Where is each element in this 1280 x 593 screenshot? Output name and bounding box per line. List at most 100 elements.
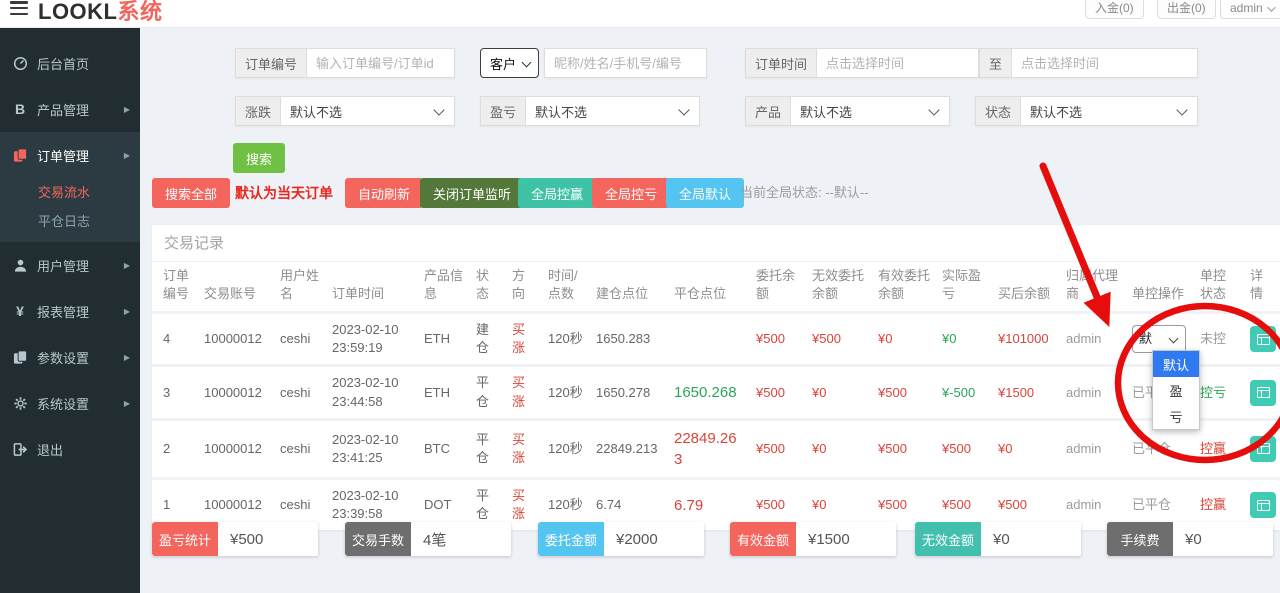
summary-label: 无效金额 bbox=[915, 522, 981, 556]
top-header-bar: LOOKL系统 入金(0) 出金(0) admin bbox=[0, 0, 1280, 28]
customer-input[interactable] bbox=[544, 48, 707, 78]
profit-loss-select[interactable]: 默认不选 bbox=[525, 96, 700, 126]
cell-actual-pl: ¥0 bbox=[942, 331, 957, 347]
sidebar-item-parameters[interactable]: 参数设置 ▶ bbox=[0, 334, 140, 380]
cell-open-point: 1650.278 bbox=[596, 384, 651, 400]
cell-agent: admin bbox=[1066, 440, 1102, 456]
logout-icon bbox=[12, 442, 28, 457]
summary-fee: 手续费 ¥0 bbox=[1107, 522, 1273, 556]
time-to-input[interactable] bbox=[1011, 48, 1198, 78]
global-win-button[interactable]: 全局控赢 bbox=[518, 178, 597, 208]
cell-invalid-entrust: ¥0 bbox=[812, 384, 827, 400]
cell-order-time: 2023-02-10 23:44:58 bbox=[332, 375, 399, 409]
product-filter: 产品 默认不选 bbox=[745, 96, 950, 126]
search-all-button[interactable]: 搜索全部 bbox=[152, 178, 231, 208]
detail-table-icon bbox=[1256, 333, 1270, 345]
sidebar-subitem-trade-flow[interactable]: 交易流水 bbox=[38, 185, 91, 200]
cell-direction: 买涨 bbox=[512, 487, 526, 522]
current-global-status: 当前全局状态: --默认-- bbox=[740, 185, 869, 200]
global-lose-button[interactable]: 全局控亏 bbox=[592, 178, 671, 208]
cell-valid-entrust: ¥500 bbox=[878, 440, 907, 456]
close-order-listen-button[interactable]: 关闭订单监听 bbox=[420, 178, 525, 208]
dropdown-option-3[interactable]: 亏 bbox=[1169, 409, 1183, 425]
cell-order-time: 2023-02-10 23:59:19 bbox=[332, 322, 399, 356]
withdraw-button[interactable]: 出金(0) bbox=[1157, 0, 1216, 19]
cell-detail bbox=[1244, 313, 1280, 366]
col-header-detail: 详情 bbox=[1250, 268, 1264, 301]
cell-direction: 买涨 bbox=[512, 375, 526, 409]
dropdown-option-1[interactable]: 默认 bbox=[1153, 351, 1199, 377]
sidebar-item-reports[interactable]: ¥ 报表管理 ▶ bbox=[0, 288, 140, 334]
cell-direction: 买涨 bbox=[512, 322, 526, 356]
hamburger-menu-icon[interactable] bbox=[10, 1, 28, 15]
sidebar-item-logout[interactable]: 退出 bbox=[0, 426, 140, 472]
cell-duration: 120秒 bbox=[548, 331, 583, 347]
col-header-valid-entrust: 有效委托余额 bbox=[878, 268, 931, 301]
col-header-account: 交易账号 bbox=[204, 285, 257, 301]
global-default-button[interactable]: 全局默认 bbox=[666, 178, 745, 208]
admin-menu-button[interactable]: admin bbox=[1220, 0, 1280, 19]
summary-trade-count: 交易手数 4笔 bbox=[345, 522, 511, 556]
order-no-input[interactable] bbox=[306, 48, 455, 78]
customer-type-select[interactable]: 客户 bbox=[480, 48, 540, 78]
cell-state: 平仓 bbox=[476, 431, 490, 465]
summary-value: ¥0 bbox=[981, 522, 1081, 556]
detail-button[interactable] bbox=[1250, 435, 1276, 462]
summary-value: ¥500 bbox=[218, 522, 318, 556]
cell-account: 10000012 bbox=[204, 331, 262, 347]
time-from-input[interactable] bbox=[816, 48, 980, 78]
detail-button[interactable] bbox=[1250, 379, 1276, 406]
cell-entrust-balance: ¥500 bbox=[756, 496, 785, 512]
dropdown-option-2[interactable]: 盈 bbox=[1169, 383, 1183, 399]
sidebar: 后台首页 B 产品管理 ▶ 订单管理 ▶ 交易流水 平仓日志 用户管理 ▶ ¥ 报表管… bbox=[0, 28, 140, 593]
cell-state: 平仓 bbox=[476, 487, 490, 522]
summary-value: ¥0 bbox=[1173, 522, 1273, 556]
detail-button[interactable] bbox=[1250, 326, 1276, 353]
updown-select[interactable]: 默认不选 bbox=[280, 96, 455, 126]
cell-username: ceshi bbox=[280, 384, 311, 400]
summary-label: 手续费 bbox=[1107, 522, 1173, 556]
sidebar-item-system[interactable]: 系统设置 ▶ bbox=[0, 380, 140, 426]
cell-close-point bbox=[668, 313, 750, 366]
deposit-button[interactable]: 入金(0) bbox=[1085, 0, 1144, 19]
cell-actual-pl: ¥-500 bbox=[942, 384, 976, 400]
status-select[interactable]: 默认不选 bbox=[1020, 96, 1198, 126]
summary-label: 交易手数 bbox=[345, 522, 411, 556]
cell-username: ceshi bbox=[280, 331, 311, 347]
sidebar-item-orders[interactable]: 订单管理 ▶ bbox=[0, 132, 140, 178]
sidebar-subitem-close-log[interactable]: 平仓日志 bbox=[38, 214, 91, 229]
summary-label: 盈亏统计 bbox=[152, 522, 218, 556]
detail-button[interactable] bbox=[1250, 492, 1276, 519]
search-button[interactable]: 搜索 bbox=[233, 143, 286, 173]
cell-product: BTC bbox=[424, 440, 450, 456]
auto-refresh-button[interactable]: 自动刷新 bbox=[345, 178, 424, 208]
cell-actual-pl: ¥500 bbox=[942, 440, 971, 456]
today-orders-note: 默认为当天订单 bbox=[235, 185, 333, 201]
updown-label: 涨跌 bbox=[235, 96, 281, 126]
chevron-right-icon: ▶ bbox=[123, 104, 130, 114]
chevron-right-icon: ▶ bbox=[123, 306, 130, 316]
cell-close-point: 1650.268 bbox=[674, 384, 737, 402]
control-dropdown-popup: 默认盈亏 bbox=[1152, 350, 1200, 430]
summary-entrust-amount: 委托金额 ¥2000 bbox=[538, 522, 704, 556]
cell-after-balance: ¥500 bbox=[998, 496, 1027, 512]
profit-loss-filter: 盈亏 默认不选 bbox=[480, 96, 700, 126]
sidebar-item-products[interactable]: B 产品管理 ▶ bbox=[0, 86, 140, 132]
col-header-agent: 归属代理商 bbox=[1066, 268, 1119, 301]
updown-filter: 涨跌 默认不选 bbox=[235, 96, 455, 126]
order-time-label: 订单时间 bbox=[745, 48, 817, 78]
col-header-control-state: 单控状态 bbox=[1200, 268, 1227, 301]
col-header-direction: 方向 bbox=[512, 268, 526, 301]
col-header-after-balance: 买后余额 bbox=[998, 285, 1051, 301]
sidebar-item-users[interactable]: 用户管理 ▶ bbox=[0, 242, 140, 288]
summary-value: ¥1500 bbox=[796, 522, 896, 556]
summary-valid-amount: 有效金额 ¥1500 bbox=[730, 522, 896, 556]
orders-icon bbox=[12, 147, 28, 163]
col-header-state: 状态 bbox=[476, 268, 490, 301]
sidebar-item-dashboard[interactable]: 后台首页 bbox=[0, 40, 140, 86]
chevron-down-icon bbox=[1266, 3, 1276, 12]
customer-filter: 客户 bbox=[480, 48, 707, 78]
status-filter: 状态 默认不选 bbox=[975, 96, 1198, 126]
summary-value: 4笔 bbox=[411, 522, 511, 556]
product-select[interactable]: 默认不选 bbox=[790, 96, 950, 126]
